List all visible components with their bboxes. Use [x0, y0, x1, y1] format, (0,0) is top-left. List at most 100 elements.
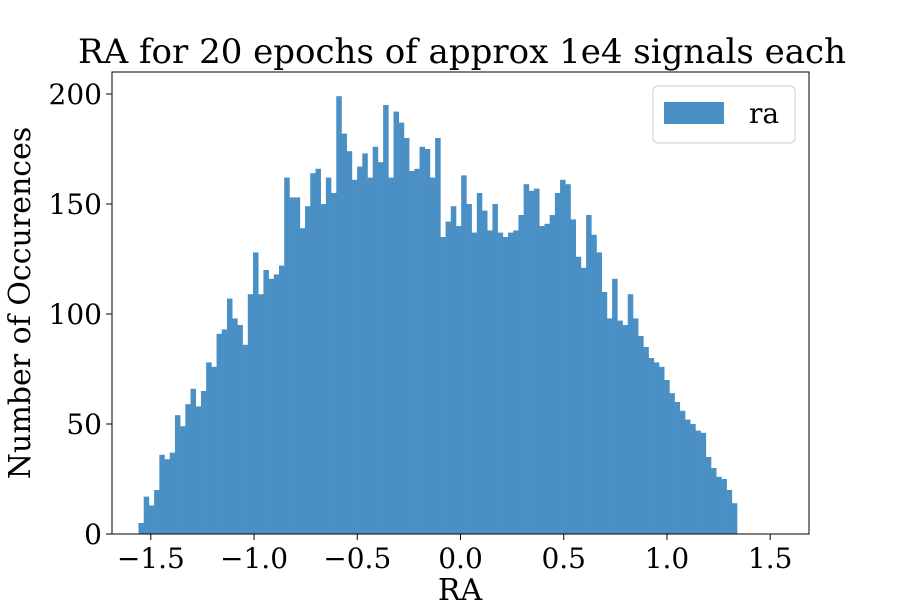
histogram-bar	[476, 193, 483, 534]
histogram-bar	[310, 173, 316, 534]
x-tick-label: 0.5	[541, 542, 586, 575]
histogram-bar	[398, 122, 405, 534]
histogram-bar	[669, 393, 675, 534]
histogram-bar	[648, 358, 655, 534]
histogram-bar	[716, 476, 722, 534]
histogram-bar	[336, 96, 342, 534]
histogram-bar	[247, 294, 254, 534]
histogram-bar	[690, 424, 696, 534]
histogram-bar	[695, 430, 701, 534]
histogram-bar	[711, 468, 717, 534]
histogram-bar	[206, 362, 212, 534]
histogram-bar	[679, 410, 686, 534]
histogram-bar	[586, 215, 592, 534]
chart-title: RA for 20 epochs of approx 1e4 signals e…	[78, 32, 846, 72]
histogram-bar	[419, 146, 426, 535]
y-tick-label: 100	[49, 298, 102, 331]
histogram-bar	[705, 457, 712, 534]
histogram-bar	[508, 232, 514, 534]
histogram-bar	[305, 206, 311, 534]
histogram-bar	[455, 226, 462, 534]
histogram-bar	[138, 523, 144, 534]
histogram-bar	[523, 184, 530, 534]
histogram-bar	[497, 232, 504, 534]
histogram-bar	[617, 320, 623, 534]
histogram-bar	[580, 267, 587, 534]
histogram-bar	[351, 179, 358, 535]
histogram-bar	[643, 347, 649, 534]
histogram-bar	[554, 193, 561, 534]
histogram-bar	[539, 226, 545, 534]
histogram-bar	[367, 177, 374, 534]
x-axis: −1.5 −1.0 −0.5 0.0 0.5 1.0 1.5	[117, 534, 792, 575]
histogram-bar	[393, 111, 400, 534]
histogram-bar	[549, 215, 556, 534]
histogram-bar	[252, 252, 259, 534]
histogram-bar	[237, 325, 243, 534]
y-tick-label: 50	[66, 408, 102, 441]
x-tick-label: −0.5	[323, 542, 391, 575]
x-tick-label: 1.0	[645, 542, 690, 575]
histogram-bar	[528, 190, 535, 535]
histogram-bar	[445, 221, 452, 534]
histogram-bar	[513, 230, 519, 534]
histogram-bar	[544, 223, 550, 535]
histogram-bar	[268, 278, 275, 534]
legend-label: ra	[749, 97, 779, 130]
histogram-bar	[357, 166, 363, 534]
histogram-bar	[606, 318, 613, 534]
histogram-bar	[388, 177, 394, 534]
y-tick-label: 200	[49, 78, 102, 111]
histogram-bar	[450, 206, 457, 534]
histogram-bar	[726, 490, 733, 534]
histogram-bar	[325, 177, 332, 534]
histogram-bar	[279, 265, 285, 534]
histogram-bar	[731, 503, 738, 534]
histogram-bar	[612, 278, 618, 534]
histogram-bar	[284, 177, 290, 534]
histogram-bar	[190, 388, 197, 534]
histogram-bar	[653, 362, 660, 534]
legend-swatch	[664, 102, 724, 124]
histogram-bar	[211, 366, 217, 534]
histogram-bar	[164, 459, 171, 534]
histogram-bar	[341, 133, 347, 534]
histogram-bar	[180, 426, 186, 534]
histogram-bar	[299, 228, 306, 534]
histogram-bar	[377, 162, 384, 534]
histogram-bar	[700, 432, 707, 534]
histogram-bar	[627, 294, 634, 534]
histogram-bar	[195, 406, 202, 534]
histogram-bar	[372, 146, 379, 535]
histogram-bar	[596, 252, 603, 534]
legend: ra	[652, 85, 796, 144]
histogram-bar	[143, 496, 150, 534]
y-tick-label: 0	[84, 518, 102, 551]
histogram-bar	[601, 292, 608, 534]
histogram-bar	[221, 329, 228, 534]
histogram-bar	[658, 366, 665, 534]
y-axis-label: Number of Occurences	[3, 127, 38, 479]
histogram-bar	[591, 234, 597, 535]
histogram-bar	[482, 210, 488, 534]
histogram-bar	[575, 256, 582, 534]
histogram-bar	[424, 149, 431, 534]
histogram-bar	[315, 168, 321, 535]
histogram-bar	[461, 175, 467, 534]
histogram-bar	[560, 179, 566, 535]
x-axis-label: RA	[438, 573, 483, 600]
histogram-bar	[320, 204, 327, 534]
x-tick-label: 0.0	[438, 542, 483, 575]
histogram-bar	[534, 188, 540, 534]
y-tick-label: 150	[49, 188, 102, 221]
histogram-bar	[492, 204, 498, 534]
histogram-bar	[429, 177, 436, 534]
histogram-bar	[154, 490, 160, 534]
histogram-bar	[258, 294, 264, 534]
bars-group	[138, 96, 738, 535]
histogram-bar	[721, 479, 727, 534]
histogram-bar	[273, 274, 280, 534]
histogram-bar	[570, 219, 576, 534]
histogram-bar	[289, 197, 295, 534]
histogram-bar	[674, 402, 681, 534]
